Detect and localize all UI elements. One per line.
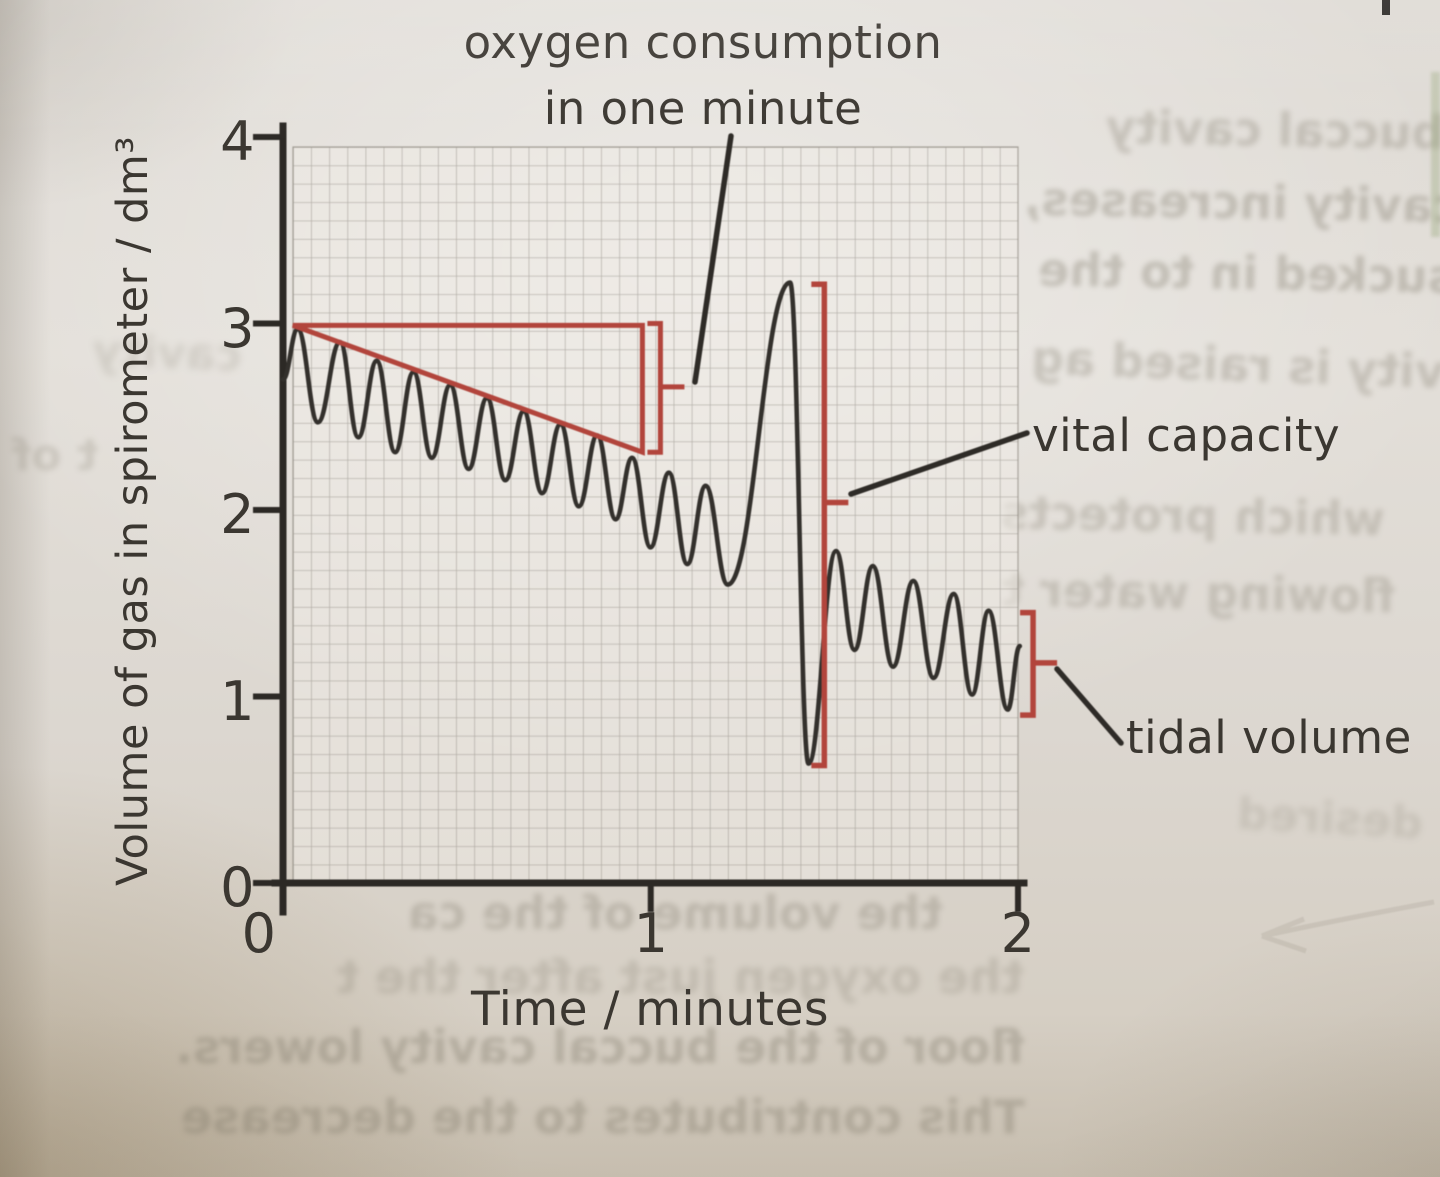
y-tick-label-4: 4 <box>220 110 255 173</box>
y-tick-label-1: 1 <box>220 670 255 733</box>
grid <box>292 146 1019 884</box>
ghost-arrow-icon <box>1261 899 1435 954</box>
vital-capacity-label: vital capacity <box>1032 409 1341 462</box>
vital-capacity-pointer-line <box>848 430 1030 497</box>
x-tick-label-1: 1 <box>633 902 669 965</box>
page-edge-mark <box>1382 0 1390 15</box>
spirometer-trace <box>280 280 1023 766</box>
x-tick-label-0: 0 <box>241 902 277 965</box>
oxygen-consumption-label-line2: in one minute <box>543 82 863 135</box>
y-axis-ticks <box>253 134 286 886</box>
y-tick-label-2: 2 <box>220 483 255 546</box>
oxygen-consumption-gradient-triangle <box>292 322 645 456</box>
y-axis-title: Volume of gas in spirometer / dm³ <box>108 135 158 887</box>
tidal-volume-bracket <box>1020 609 1058 718</box>
oxygen-consumption-label-line1: oxygen consumption <box>463 16 943 69</box>
x-axis-title: Time / minutes <box>471 982 829 1037</box>
page-edge-band <box>1431 72 1440 237</box>
x-axis-ticks <box>647 880 1021 912</box>
plotted-data <box>280 280 1058 769</box>
oxygen-consumption-pointer-line <box>692 133 734 385</box>
y-tick-label-0: 0 <box>220 856 255 919</box>
vital-capacity-bracket <box>811 281 849 769</box>
annotation-pointer-lines <box>692 133 1124 746</box>
oxygen-consumption-bracket <box>647 321 685 455</box>
y-tick-label-3: 3 <box>220 297 255 360</box>
tidal-volume-label: tidal volume <box>1126 711 1412 764</box>
axes <box>253 122 1028 916</box>
tidal-volume-pointer-line <box>1054 666 1124 746</box>
x-tick-label-2: 2 <box>1000 902 1036 965</box>
